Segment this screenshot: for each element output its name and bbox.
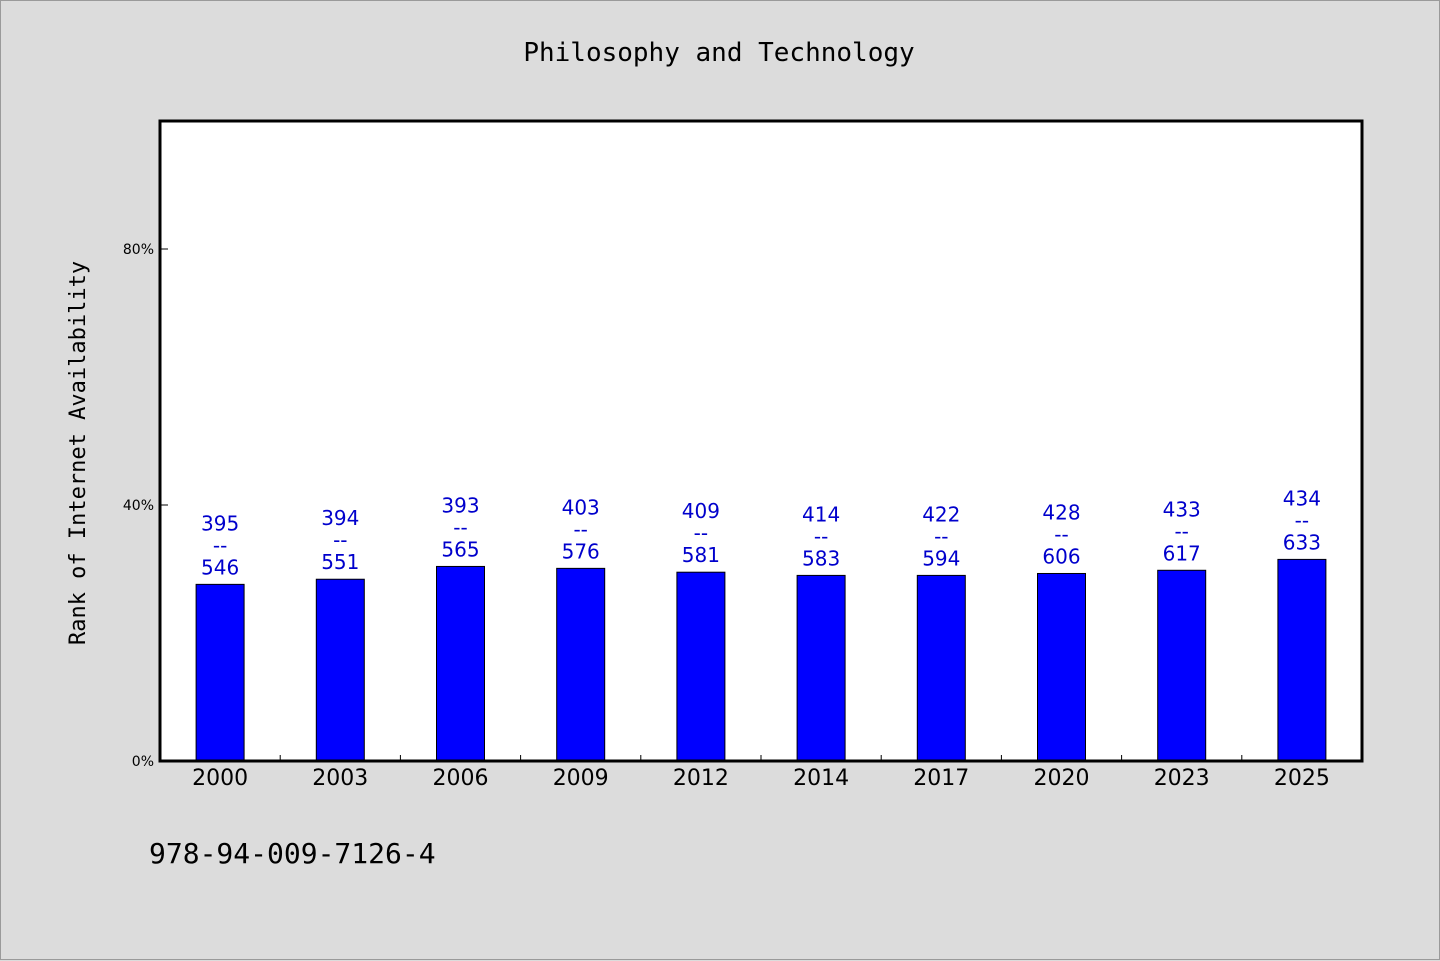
data-label-upper-2009: 403 bbox=[562, 495, 600, 519]
x-tick-label-2017: 2017 bbox=[913, 766, 969, 791]
data-label-separator-2017: -- bbox=[934, 524, 948, 548]
x-tick-label-2023: 2023 bbox=[1154, 766, 1210, 791]
x-tick-label-2012: 2012 bbox=[673, 766, 729, 791]
data-label-separator-2025: -- bbox=[1295, 508, 1309, 532]
y-tick-label: 0% bbox=[132, 754, 154, 770]
data-label-lower-2017: 594 bbox=[922, 546, 960, 570]
data-label-lower-2000: 546 bbox=[201, 555, 239, 579]
bar-2003 bbox=[315, 578, 365, 762]
data-label-upper-2023: 433 bbox=[1163, 497, 1201, 521]
plot-border bbox=[158, 119, 1364, 763]
data-label-upper-2017: 422 bbox=[922, 502, 960, 526]
bar-2020 bbox=[1037, 572, 1086, 762]
x-tick-label-2006: 2006 bbox=[433, 766, 489, 791]
isbn-text: 978-94-009-7126-4 bbox=[149, 837, 436, 870]
bar-2009 bbox=[556, 567, 606, 762]
x-tick-label-2014: 2014 bbox=[793, 766, 849, 791]
y-axis-label: Rank of Internet Availability bbox=[66, 261, 91, 645]
x-tick-label-2003: 2003 bbox=[312, 766, 368, 791]
bar-2025 bbox=[1277, 558, 1327, 762]
data-label-upper-2012: 409 bbox=[682, 499, 720, 523]
data-label-separator-2014: -- bbox=[814, 524, 828, 548]
data-label-lower-2006: 565 bbox=[441, 537, 479, 561]
bar-2014 bbox=[796, 574, 846, 762]
data-label-upper-2003: 394 bbox=[321, 506, 359, 530]
data-label-lower-2020: 606 bbox=[1042, 544, 1080, 568]
x-tick-label-2009: 2009 bbox=[553, 766, 609, 791]
bars-layer bbox=[195, 558, 1327, 762]
data-label-lower-2014: 583 bbox=[802, 546, 840, 570]
x-tick-label-2020: 2020 bbox=[1034, 766, 1090, 791]
data-label-upper-2006: 393 bbox=[441, 493, 479, 517]
data-label-upper-2020: 428 bbox=[1042, 500, 1080, 524]
data-label-separator-2006: -- bbox=[453, 515, 467, 539]
data-label-lower-2009: 576 bbox=[562, 539, 600, 563]
bar-2023 bbox=[1157, 569, 1207, 762]
data-label-lower-2012: 581 bbox=[682, 543, 720, 567]
data-labels-layer: 395--546394--551393--565403--576409--581… bbox=[201, 486, 1321, 579]
data-label-separator-2012: -- bbox=[694, 521, 708, 545]
bar-2012 bbox=[676, 571, 726, 762]
data-label-upper-2014: 414 bbox=[802, 502, 840, 526]
y-tick-label: 40% bbox=[123, 498, 154, 514]
data-label-separator-2020: -- bbox=[1054, 522, 1068, 546]
data-label-lower-2023: 617 bbox=[1163, 541, 1201, 565]
data-label-separator-2009: -- bbox=[573, 517, 587, 541]
chart-title: Philosophy and Technology bbox=[523, 38, 914, 68]
data-label-upper-2000: 395 bbox=[201, 511, 239, 535]
data-label-lower-2003: 551 bbox=[321, 550, 359, 574]
x-axis-ticks: 2000 2003 2006 2009 2012 2014 2017 2020 2023 2025 bbox=[192, 755, 1330, 791]
bar-2017 bbox=[916, 574, 966, 762]
data-label-lower-2025: 633 bbox=[1283, 530, 1321, 554]
y-tick-label: 80% bbox=[123, 242, 154, 258]
data-label-separator-2023: -- bbox=[1174, 519, 1188, 543]
x-tick-label-2025: 2025 bbox=[1274, 766, 1330, 791]
bar-2006 bbox=[436, 565, 485, 762]
data-label-separator-2000: -- bbox=[213, 533, 227, 557]
data-label-separator-2003: -- bbox=[333, 528, 347, 552]
x-tick-label-2000: 2000 bbox=[192, 766, 248, 791]
bar-2000 bbox=[195, 583, 245, 762]
data-label-upper-2025: 434 bbox=[1283, 486, 1321, 510]
